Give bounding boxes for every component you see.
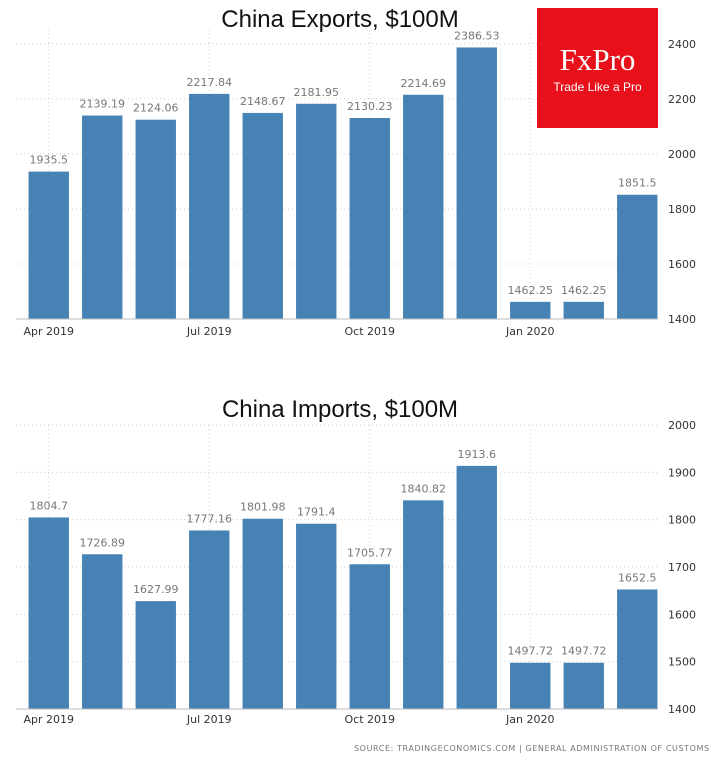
imports-x-tick-label: Oct 2019 (344, 713, 395, 726)
imports-bar (403, 500, 444, 709)
imports-x-tick-label: Jul 2019 (186, 713, 232, 726)
imports-bar (296, 523, 337, 709)
exports-data-label: 1462.25 (561, 284, 607, 297)
imports-data-label: 1777.16 (187, 512, 233, 525)
imports-data-label: 1804.7 (30, 499, 69, 512)
imports-y-tick-label: 1800 (668, 514, 696, 527)
exports-y-tick-label: 1600 (668, 258, 696, 271)
imports-data-label: 1840.82 (401, 482, 447, 495)
imports-data-label: 1497.72 (561, 645, 607, 658)
exports-bar-chart: 1400 1600 1800 2000 2200 2400 Apr 2019 Jul 2019… (16, 29, 696, 338)
exports-data-label: 1935.5 (30, 154, 69, 167)
logo-wordmark: FxPro (559, 42, 636, 77)
exports-bar (617, 194, 658, 319)
imports-x-tick-label: Apr 2019 (23, 713, 74, 726)
exports-bar (403, 94, 444, 320)
exports-y-tick-label: 1400 (668, 313, 696, 326)
imports-y-tick-label: 1500 (668, 656, 696, 669)
imports-y-tick-label: 1400 (668, 703, 696, 716)
source-note: SOURCE: TRADINGECONOMICS.COM | GENERAL A… (354, 744, 710, 753)
imports-data-label: 1801.98 (240, 501, 286, 514)
exports-data-label: 2148.67 (240, 95, 286, 108)
imports-data-label: 1913.6 (458, 448, 497, 461)
imports-bar (135, 601, 176, 709)
imports-bar (617, 589, 658, 709)
exports-x-tick-label: Oct 2019 (344, 325, 395, 338)
imports-bar (189, 530, 230, 709)
imports-bar (563, 662, 604, 709)
imports-bar (242, 518, 283, 709)
imports-y-tick-label: 1600 (668, 608, 696, 621)
imports-data-label: 1705.77 (347, 546, 393, 559)
imports-data-label: 1726.89 (80, 536, 126, 549)
imports-data-label: 1652.5 (618, 571, 657, 584)
exports-data-label: 2217.84 (187, 76, 233, 89)
exports-data-label: 2130.23 (347, 100, 393, 113)
imports-bar (510, 662, 551, 709)
exports-bar (189, 93, 230, 319)
exports-x-tick-label: Apr 2019 (23, 325, 74, 338)
exports-data-label: 2181.95 (294, 86, 340, 99)
exports-y-tick-label: 1800 (668, 203, 696, 216)
imports-y-tick-label: 2000 (668, 419, 696, 432)
imports-bar (82, 554, 123, 709)
exports-data-label: 1851.5 (618, 177, 657, 190)
exports-y-tick-label: 2400 (668, 38, 696, 51)
exports-data-label: 2386.53 (454, 29, 500, 42)
imports-data-label: 1497.72 (508, 645, 554, 658)
exports-bar (296, 103, 337, 319)
exports-y-tick-label: 2000 (668, 148, 696, 161)
exports-bar (135, 119, 176, 319)
imports-y-tick-label: 1700 (668, 561, 696, 574)
exports-x-tick-label: Jul 2019 (186, 325, 232, 338)
imports-bar (456, 465, 497, 709)
exports-data-label: 2214.69 (401, 77, 447, 90)
exports-chart-title: China Exports, $100M (221, 6, 459, 33)
exports-data-label: 2139.19 (80, 98, 126, 111)
imports-bar (28, 517, 69, 709)
imports-data-label: 1627.99 (133, 583, 179, 596)
exports-bar (242, 112, 283, 319)
exports-bar (456, 47, 497, 319)
exports-y-tick-label: 2200 (668, 93, 696, 106)
imports-x-tick-label: Jan 2020 (505, 713, 554, 726)
fxpro-logo: FxPro Trade Like a Pro (537, 8, 658, 128)
exports-bar (82, 115, 123, 319)
imports-chart-title: China Imports, $100M (221, 396, 459, 423)
imports-y-tick-label: 1900 (668, 466, 696, 479)
exports-bar (349, 118, 390, 320)
exports-bar (563, 301, 604, 319)
exports-bar (28, 171, 69, 319)
exports-bar (510, 301, 551, 319)
exports-x-tick-label: Jan 2020 (505, 325, 554, 338)
exports-data-label: 2124.06 (133, 102, 179, 115)
imports-bar (349, 564, 390, 709)
exports-data-label: 1462.25 (508, 284, 554, 297)
imports-data-label: 1791.4 (297, 506, 336, 519)
logo-tagline: Trade Like a Pro (553, 80, 642, 94)
